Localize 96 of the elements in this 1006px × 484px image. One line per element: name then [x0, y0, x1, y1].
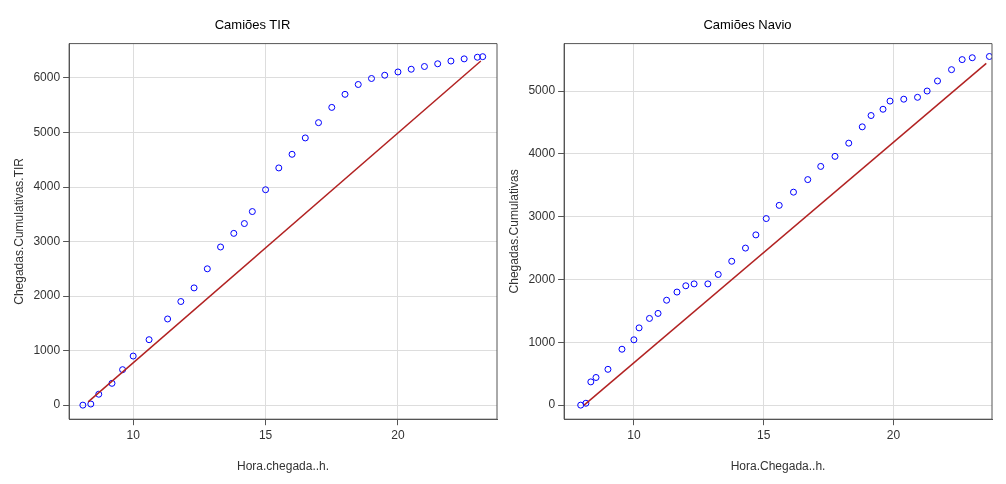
point: [79, 401, 87, 409]
x-tick-label: 15: [756, 427, 771, 442]
y-tick-label: 1000: [528, 334, 556, 349]
point: [434, 60, 442, 68]
point: [900, 95, 908, 103]
point: [804, 176, 812, 184]
point: [275, 164, 283, 172]
point: [604, 365, 612, 373]
point: [845, 139, 853, 147]
point: [923, 87, 931, 95]
point: [775, 201, 783, 209]
point: [582, 399, 590, 407]
point: [473, 53, 481, 61]
point: [217, 243, 225, 251]
point: [129, 352, 137, 360]
point: [447, 57, 455, 65]
point: [108, 379, 116, 387]
y-tick-label: 4000: [33, 179, 61, 194]
point: [95, 390, 103, 398]
point: [407, 65, 415, 73]
point: [958, 56, 966, 64]
point: [315, 119, 323, 127]
point: [479, 53, 487, 61]
point: [177, 298, 185, 306]
point: [119, 366, 127, 374]
point: [914, 93, 922, 101]
point: [752, 231, 760, 239]
x-tick-label: 10: [126, 427, 141, 442]
point: [87, 400, 95, 408]
y-tick-label: 0: [548, 397, 556, 412]
point: [948, 66, 956, 74]
point: [663, 296, 671, 304]
point: [831, 152, 839, 160]
point: [985, 52, 992, 60]
x-axis-title: Hora.chegada..h.: [237, 459, 330, 474]
point: [341, 90, 349, 98]
point: [968, 54, 976, 62]
point: [682, 282, 690, 290]
y-tick-label: 3000: [33, 233, 61, 248]
x-tick-label: 20: [886, 427, 901, 442]
chart-title: Camiões Navio: [703, 17, 792, 33]
point: [592, 373, 600, 381]
point: [645, 314, 653, 322]
point: [934, 77, 942, 85]
point: [867, 112, 875, 120]
chart-title: Camiões TIR: [214, 17, 291, 33]
point: [164, 315, 172, 323]
point: [817, 162, 825, 170]
y-axis-title: Chegadas.Cumulativas.TIR: [11, 157, 26, 305]
point: [301, 134, 309, 142]
point: [762, 215, 770, 223]
y-tick-label: 1000: [33, 342, 61, 357]
y-tick-label: 6000: [33, 70, 61, 85]
point: [587, 378, 595, 386]
y-tick-label: 2000: [528, 271, 556, 286]
point: [654, 309, 662, 317]
point: [879, 105, 887, 113]
point: [288, 150, 296, 158]
point: [394, 68, 402, 76]
point: [577, 401, 585, 409]
point: [635, 324, 643, 332]
point: [145, 336, 153, 344]
point: [714, 270, 722, 278]
point: [367, 75, 375, 82]
point: [420, 63, 428, 70]
point: [460, 55, 468, 63]
point: [248, 208, 256, 216]
point: [354, 81, 362, 88]
y-tick-label: 4000: [528, 146, 556, 161]
point: [240, 220, 248, 228]
point: [886, 97, 894, 105]
y-tick-label: 5000: [528, 83, 556, 98]
y-tick-label: 3000: [528, 208, 556, 223]
x-tick-label: 20: [391, 427, 405, 442]
y-tick-label: 0: [53, 397, 61, 412]
point: [190, 284, 198, 292]
point: [328, 103, 336, 111]
point: [630, 336, 638, 344]
point: [618, 345, 626, 353]
point: [203, 265, 211, 273]
x-tick-label: 10: [627, 427, 641, 442]
point: [690, 280, 698, 288]
point: [741, 244, 749, 252]
x-axis-title: Hora.Chegada..h.: [730, 459, 826, 474]
point: [704, 280, 712, 288]
point: [728, 257, 736, 265]
y-tick-label: 5000: [33, 124, 61, 139]
y-axis-title: Chegadas.Cumulativas: [506, 169, 521, 294]
point: [230, 229, 238, 237]
point: [673, 288, 681, 296]
x-tick-label: 15: [258, 427, 273, 442]
point: [858, 123, 866, 131]
point: [789, 188, 797, 196]
point: [262, 186, 270, 194]
y-tick-label: 2000: [33, 288, 61, 303]
point: [381, 71, 389, 79]
